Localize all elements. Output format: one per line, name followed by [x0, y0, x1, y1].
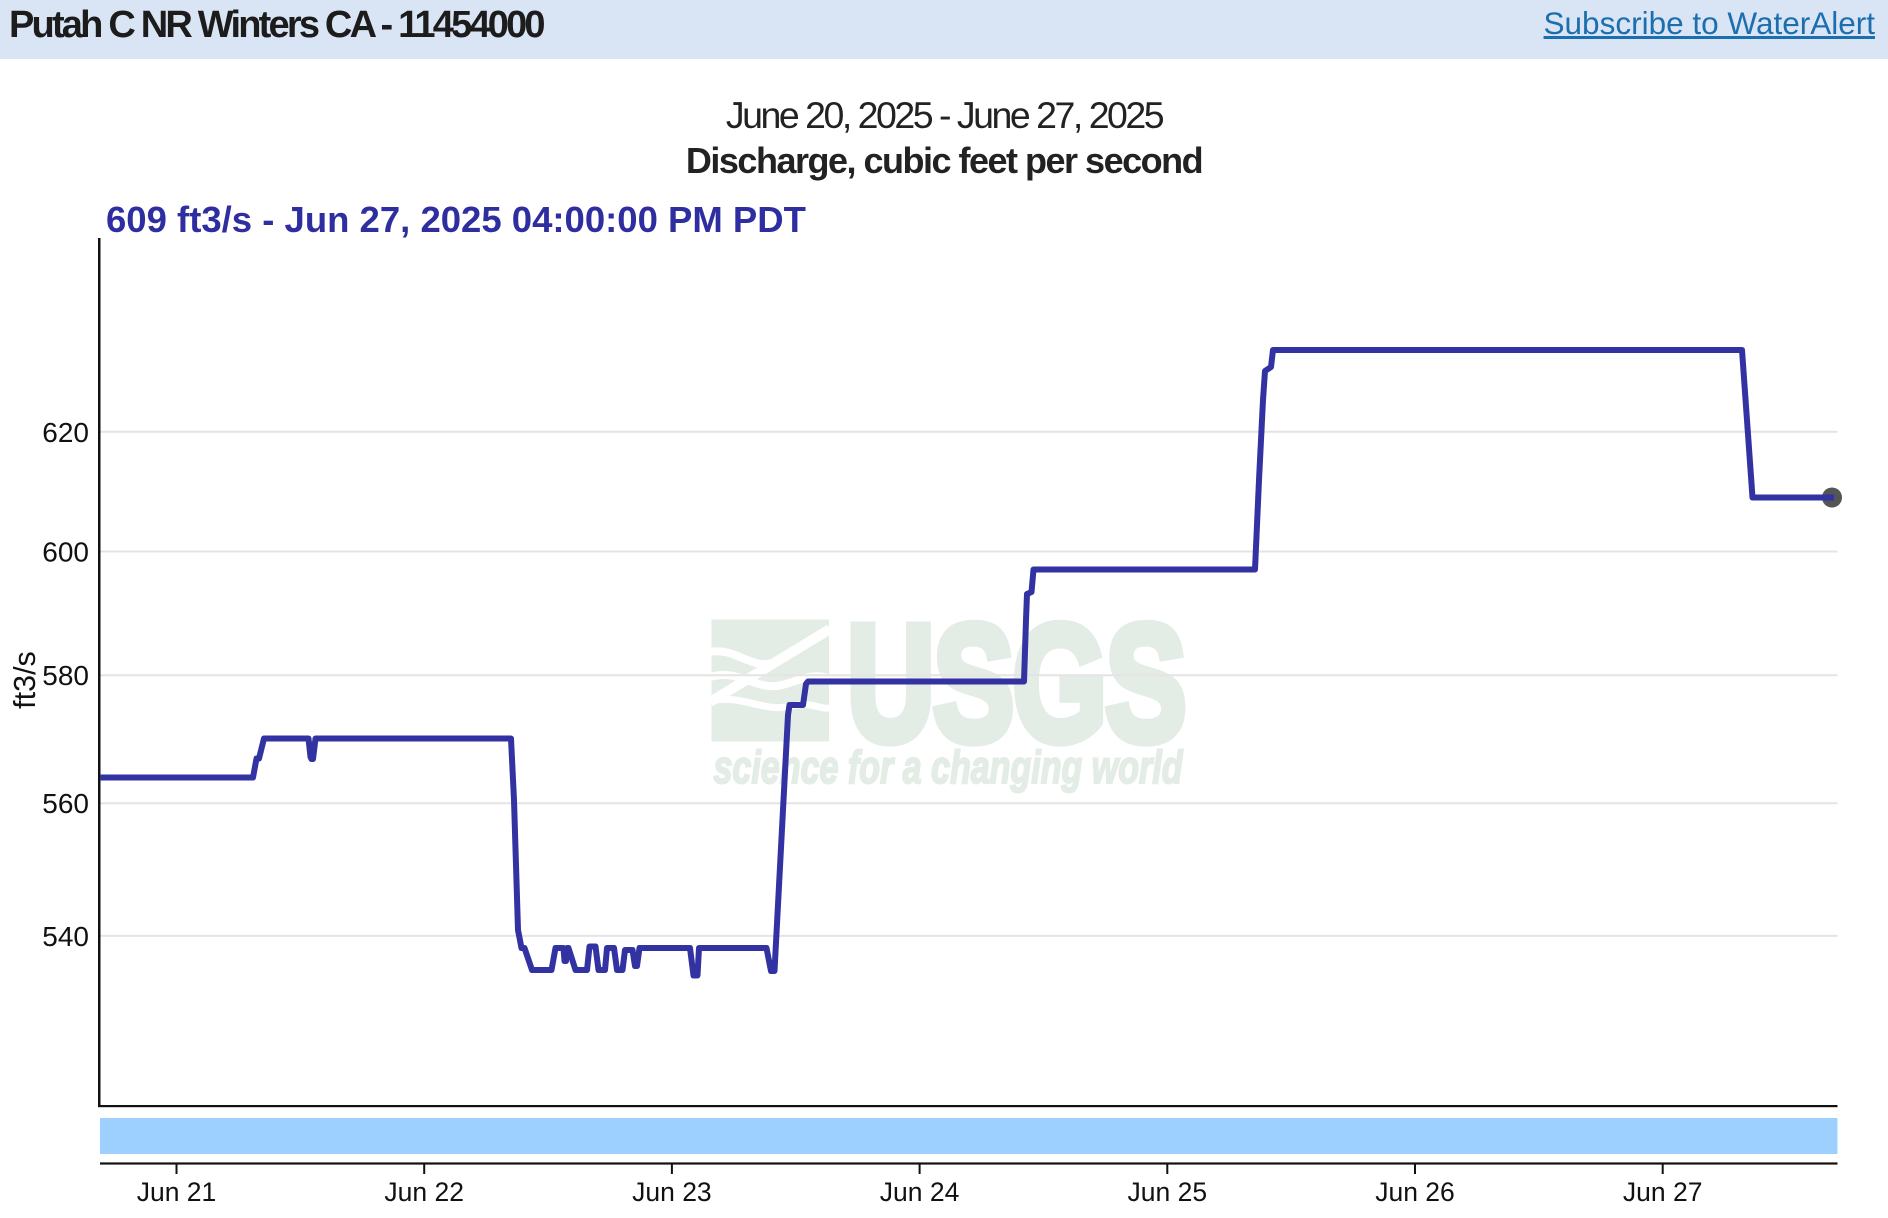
svg-text:540: 540: [42, 921, 89, 952]
svg-text:Jun 26: Jun 26: [1375, 1177, 1455, 1207]
svg-text:ft3/s: ft3/s: [8, 651, 42, 709]
svg-text:science for a changing world: science for a changing world: [714, 741, 1184, 793]
svg-text:620: 620: [42, 417, 89, 448]
svg-text:560: 560: [42, 788, 89, 819]
svg-text:600: 600: [42, 537, 89, 568]
svg-text:Jun 23: Jun 23: [632, 1177, 712, 1207]
svg-text:580: 580: [42, 660, 89, 691]
svg-text:Jun 21: Jun 21: [137, 1177, 217, 1207]
svg-text:Jun 27: Jun 27: [1623, 1177, 1703, 1207]
svg-text:Jun 25: Jun 25: [1128, 1177, 1208, 1207]
svg-text:Jun 24: Jun 24: [880, 1177, 960, 1207]
svg-text:Jun 22: Jun 22: [384, 1177, 464, 1207]
